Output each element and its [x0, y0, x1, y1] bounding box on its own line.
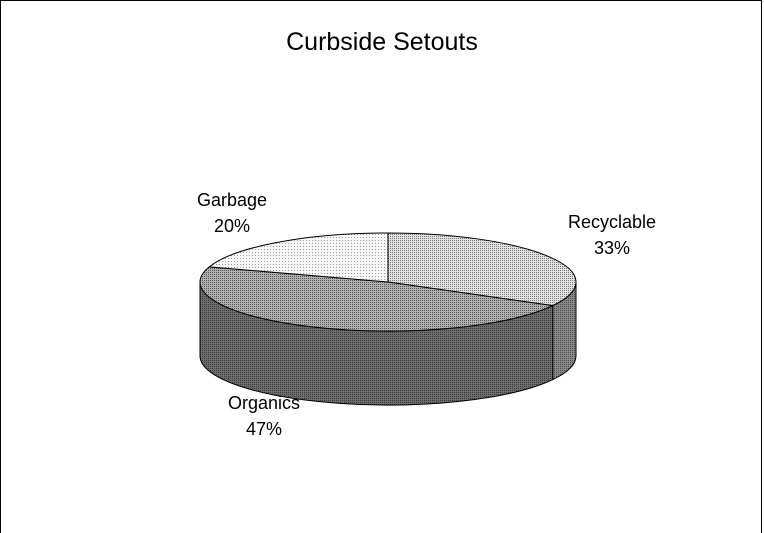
slice-percent-garbage: 20% — [214, 216, 250, 236]
slice-percent-organics: 47% — [246, 419, 282, 439]
pie-slice-recyclable — [387, 232, 577, 307]
pie-slice-garbage — [207, 232, 389, 283]
chart-title: Curbside Setouts — [286, 28, 478, 56]
slice-label-recyclable: Recyclable — [568, 212, 656, 232]
pie-slice-organics — [199, 266, 555, 332]
slice-label-garbage: Garbage — [197, 190, 267, 210]
slice-percent-recyclable: 33% — [594, 238, 630, 258]
slice-label-organics: Organics — [228, 393, 300, 413]
